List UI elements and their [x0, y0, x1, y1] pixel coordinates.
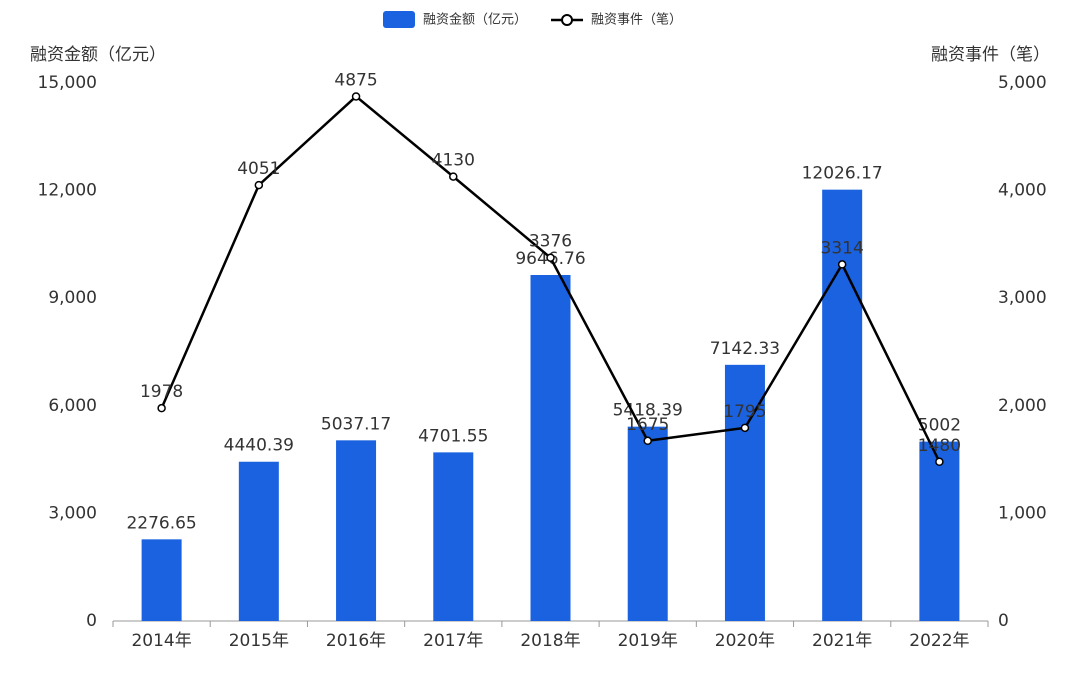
x-tick-label: 2022年: [909, 631, 969, 651]
bar: [238, 461, 279, 621]
data-label: 1480: [918, 436, 961, 456]
x-tick-label: 2014年: [131, 631, 191, 651]
line-point: [351, 92, 361, 101]
data-label: 5037.17: [321, 414, 391, 434]
data-label: 3376: [529, 232, 572, 252]
x-tick-label: 2017年: [423, 631, 483, 651]
line-point: [449, 172, 458, 181]
y2-tick-label: 3,000: [998, 288, 1047, 308]
bar: [141, 539, 182, 621]
bar: [433, 452, 474, 621]
data-label: 4051: [237, 159, 280, 179]
line-point: [740, 423, 750, 433]
y2-axis-title: 融资事件（笔）: [931, 45, 1050, 65]
bar: [530, 275, 571, 621]
legend-swatch: [383, 11, 415, 28]
y-tick-label: 15,000: [38, 73, 97, 93]
y-tick-label: 6,000: [48, 396, 97, 416]
line-point: [546, 253, 555, 262]
line-point: [157, 403, 166, 413]
bar: [336, 440, 377, 621]
line-point: [643, 436, 652, 446]
data-label: 1978: [140, 382, 183, 402]
y-tick-label: 0: [86, 611, 97, 631]
data-label: 1675: [626, 415, 669, 435]
data-label: 4440.39: [224, 436, 294, 456]
x-tick-label: 2018年: [520, 631, 580, 651]
x-tick-label: 2019年: [618, 631, 678, 651]
y-tick-label: 9,000: [48, 288, 97, 308]
data-label: 4130: [432, 151, 475, 171]
x-tick-label: 2015年: [229, 631, 289, 651]
line-point: [935, 457, 944, 467]
y2-tick-label: 1,000: [998, 503, 1047, 523]
line-point: [837, 260, 847, 269]
y-tick-label: 3,000: [48, 503, 97, 523]
data-label: 7142.33: [710, 339, 780, 359]
x-tick-label: 2020年: [715, 631, 775, 651]
legend-label: 融资金额（亿元）: [423, 12, 527, 28]
y-tick-label: 12,000: [38, 181, 97, 201]
bar: [627, 426, 668, 621]
y2-tick-label: 4,000: [998, 181, 1047, 201]
data-label: 4701.55: [418, 426, 488, 446]
x-tick-label: 2016年: [326, 631, 386, 651]
y2-tick-label: 2,000: [998, 396, 1047, 416]
x-tick-label: 2021年: [812, 631, 872, 651]
data-label: 3314: [821, 238, 864, 258]
y-axis-title: 融资金额（亿元）: [30, 45, 166, 65]
data-label: 1795: [723, 402, 766, 422]
data-label: 5002: [918, 416, 961, 436]
y2-tick-label: 0: [998, 611, 1009, 631]
data-label: 12026.17: [802, 164, 883, 184]
data-label: 4875: [334, 70, 377, 90]
y2-tick-label: 5,000: [998, 73, 1047, 93]
data-label: 2276.65: [126, 513, 196, 533]
legend-label: 融资事件（笔）: [591, 12, 682, 28]
line-point: [254, 180, 264, 190]
bar: [919, 441, 960, 621]
legend-swatch: [561, 14, 574, 26]
